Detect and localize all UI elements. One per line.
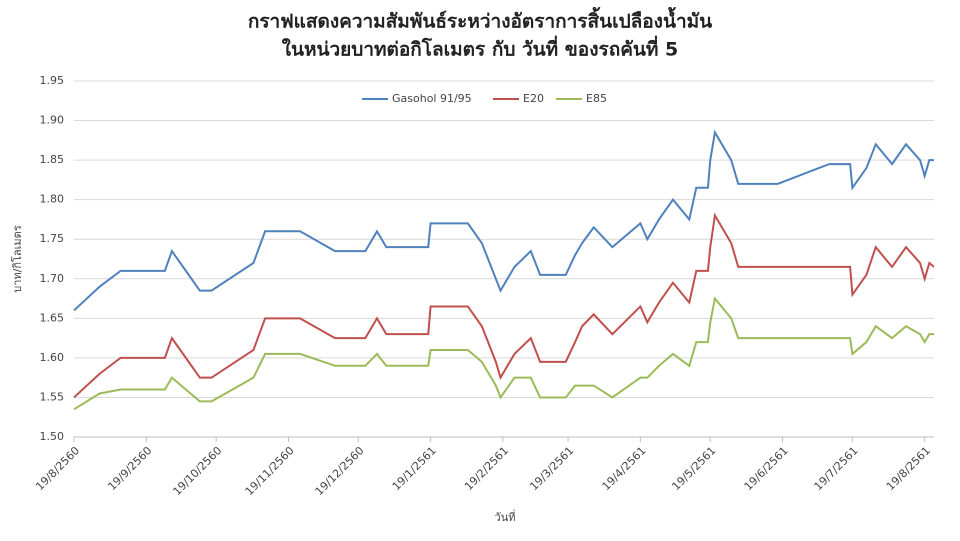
chart-title: กราฟแสดงความสัมพันธ์ระหว่างอัตราการสิ้นเ… bbox=[248, 7, 712, 33]
y-tick-label: 1.55 bbox=[40, 390, 65, 403]
legend-label: Gasohol 91/95 bbox=[392, 92, 472, 105]
series-line bbox=[73, 129, 934, 312]
x-tick-label: 19/8/2561 bbox=[884, 444, 933, 493]
y-tick-label: 1.80 bbox=[40, 193, 65, 206]
x-tick-label: 19/5/2561 bbox=[669, 444, 718, 493]
x-tick-label: 19/9/2560 bbox=[105, 444, 154, 493]
x-tick-label: 19/12/2560 bbox=[313, 444, 367, 498]
y-tick-label: 1.65 bbox=[40, 311, 65, 324]
x-tick-label: 19/7/2561 bbox=[812, 444, 861, 493]
x-tick-label: 19/8/2560 bbox=[33, 444, 82, 493]
series-line bbox=[73, 212, 935, 399]
y-tick-label: 1.85 bbox=[40, 153, 65, 166]
y-tick-label: 1.95 bbox=[40, 74, 65, 87]
x-tick-label: 19/6/2561 bbox=[742, 444, 791, 493]
y-tick-label: 1.60 bbox=[40, 351, 65, 364]
x-tick-label: 19/3/2561 bbox=[527, 444, 576, 493]
chart-title: ในหน่วยบาทต่อกิโลเมตร กับ วันที่ ของรถคั… bbox=[282, 36, 679, 61]
y-tick-label: 1.75 bbox=[40, 232, 65, 245]
x-tick-label: 19/4/2561 bbox=[600, 444, 649, 493]
legend-label: E20 bbox=[523, 92, 544, 105]
legend-label: E85 bbox=[586, 92, 607, 105]
x-tick-label: 19/2/2561 bbox=[462, 444, 511, 493]
x-tick-label: 19/10/2560 bbox=[170, 444, 224, 498]
y-tick-label: 1.50 bbox=[40, 430, 65, 443]
y-tick-label: 1.70 bbox=[40, 272, 65, 285]
series-line bbox=[73, 296, 934, 411]
x-tick-label: 19/1/2561 bbox=[390, 444, 439, 493]
y-tick-label: 1.90 bbox=[40, 114, 65, 127]
x-axis-label: วันที่ bbox=[495, 509, 516, 524]
x-tick-label: 19/11/2560 bbox=[243, 444, 297, 498]
y-axis-label: บาท/กิโลเมตร bbox=[10, 225, 24, 293]
